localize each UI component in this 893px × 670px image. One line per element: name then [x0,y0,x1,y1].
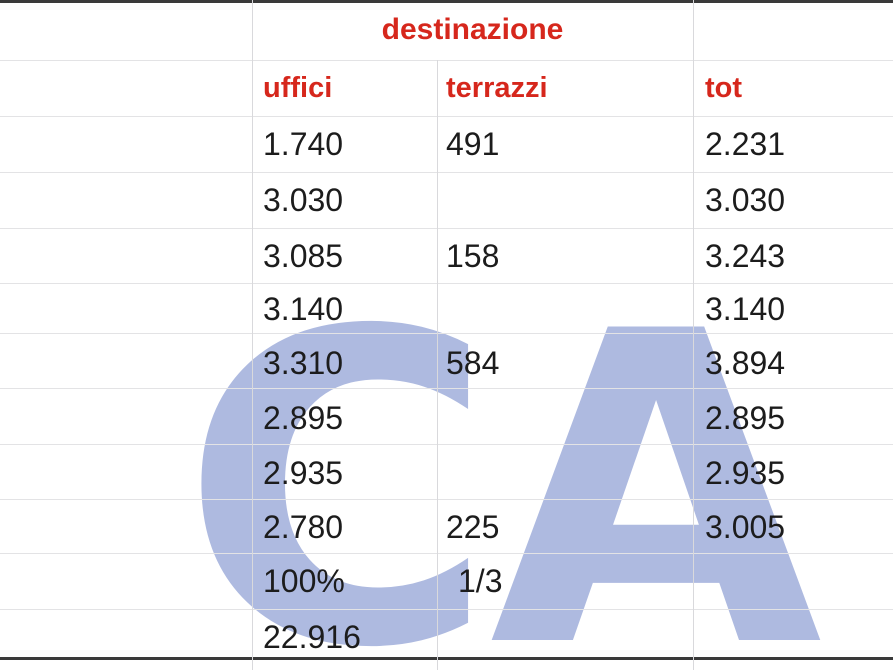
column-header-uffici[interactable]: uffici [263,72,333,104]
cell-uffici[interactable]: 2.780 [263,509,344,545]
cell-terrazzi[interactable]: 584 [446,345,500,381]
cell-uffici[interactable]: 3.310 [263,345,344,381]
cell-uffici[interactable]: 2.895 [263,400,344,436]
cell-uffici-percent[interactable]: 100% [263,563,345,599]
cell-tot[interactable]: 3.243 [705,238,786,274]
cell-tot[interactable]: 3.894 [705,345,786,381]
cell-tot[interactable]: 2.895 [705,400,786,436]
cell-uffici[interactable]: 3.085 [263,238,344,274]
column-header-terrazzi[interactable]: terrazzi [446,72,548,104]
cell-tot[interactable]: 2.935 [705,455,786,491]
cell-terrazzi[interactable]: 158 [446,238,500,274]
cell-terrazzi[interactable]: 225 [446,509,500,545]
column-header-tot[interactable]: tot [705,72,743,104]
cell-uffici[interactable]: 2.935 [263,455,344,491]
cell-uffici-total[interactable]: 22.916 [263,619,361,655]
cell-terrazzi[interactable]: 491 [446,126,500,162]
cell-tot[interactable]: 2.231 [705,126,786,162]
cell-tot[interactable]: 3.030 [705,182,786,218]
cell-tot[interactable]: 3.005 [705,509,786,545]
column-group-header-destinazione[interactable]: destinazione [381,13,564,46]
cell-uffici[interactable]: 3.140 [263,291,344,327]
cell-uffici[interactable]: 3.030 [263,182,344,218]
cell-uffici[interactable]: 1.740 [263,126,344,162]
cell-terrazzi-fraction[interactable]: 1/3 [458,563,503,599]
cell-tot[interactable]: 3.140 [705,291,786,327]
